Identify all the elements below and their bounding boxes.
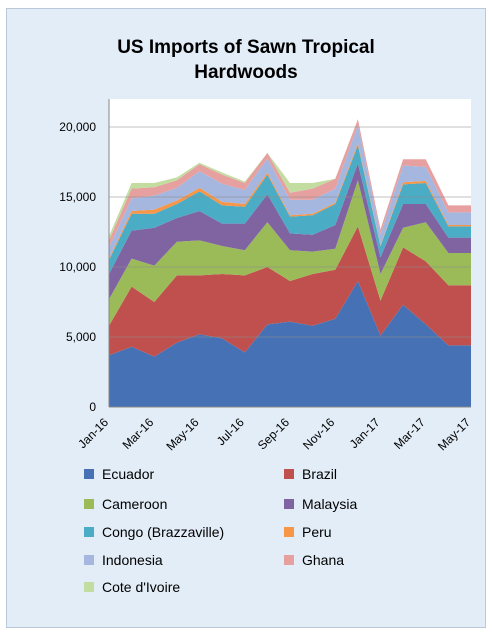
x-tick-label-4: Sep-16 [255, 415, 292, 452]
area-congo-brazzaville [109, 145, 471, 274]
x-tick-label-0: Jan-16 [75, 415, 111, 451]
y-tick-label-4: 20,000 [59, 120, 96, 134]
y-tick-label-3: 15,000 [59, 190, 96, 204]
x-tick-label-5: Nov-16 [300, 415, 337, 452]
x-tick-label-6: Jan-17 [347, 415, 383, 451]
x-tick-label-1: Mar-16 [120, 415, 157, 452]
area-ghana [109, 119, 471, 248]
x-tick-label-8: May-17 [435, 415, 473, 453]
x-tick-label-3: Jul-16 [214, 415, 247, 448]
chart-title-line-2: Hardwoods [194, 62, 298, 83]
x-tick-label-2: May-16 [163, 415, 201, 453]
y-tick-label-1: 5,000 [66, 330, 96, 344]
area-cameroon [109, 180, 471, 326]
area-indonesia [109, 124, 471, 259]
y-tick-label-0: 0 [89, 400, 96, 414]
x-tick-label-7: Mar-17 [391, 415, 428, 452]
area-ecuador [109, 281, 471, 407]
area-malaysia [109, 163, 471, 300]
area-brazil [109, 226, 471, 357]
y-tick-label-2: 10,000 [59, 260, 96, 274]
chart-title-line-1: US Imports of Sawn Tropical [117, 37, 375, 58]
